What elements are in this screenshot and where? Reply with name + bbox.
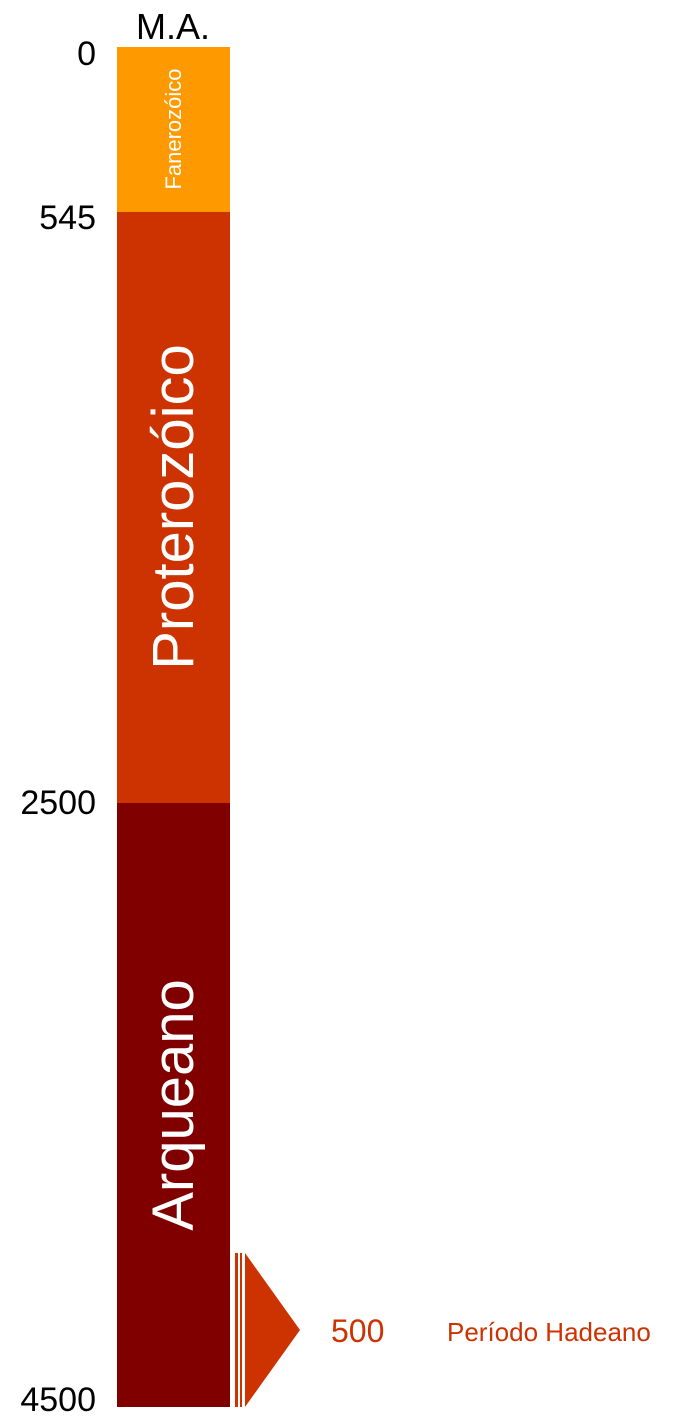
eon-arqueano: Arqueano bbox=[117, 802, 230, 1407]
tick-label-2500: 2500 bbox=[20, 783, 96, 822]
eon-fanerozoico: Fanerozóico bbox=[117, 47, 230, 212]
hadean-period-name: Período Hadeano bbox=[447, 1317, 651, 1347]
tick-label-545: 545 bbox=[39, 199, 96, 237]
tick-label-0: 0 bbox=[77, 35, 96, 73]
eon-proterozoico: Proterozóico bbox=[117, 211, 230, 803]
tick-label-4500: 4500 bbox=[20, 1381, 96, 1419]
axis-unit-label: M.A. bbox=[135, 6, 210, 47]
hadean-arrow-icon bbox=[245, 1253, 300, 1407]
hadean-line-1 bbox=[235, 1253, 238, 1407]
hadean-duration: 500 bbox=[331, 1313, 385, 1349]
hadean-line-2 bbox=[240, 1253, 242, 1407]
